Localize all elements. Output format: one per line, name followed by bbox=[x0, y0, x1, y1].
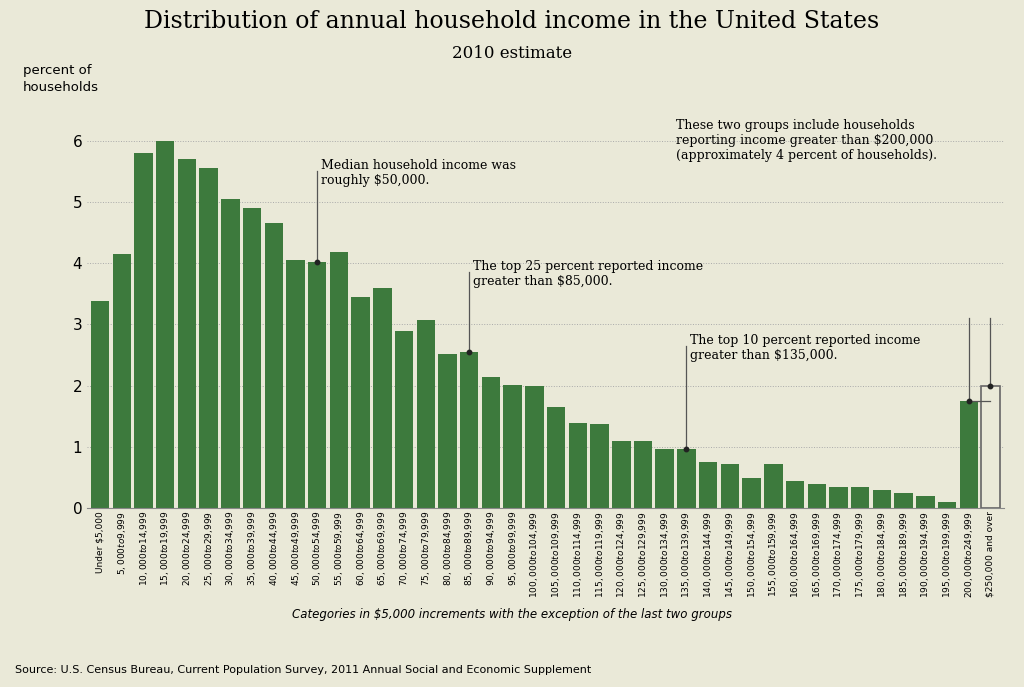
Bar bbox=[481, 376, 500, 508]
Bar bbox=[308, 262, 327, 508]
Bar bbox=[981, 386, 999, 508]
Bar bbox=[851, 487, 869, 508]
Text: Distribution of annual household income in the United States: Distribution of annual household income … bbox=[144, 10, 880, 33]
Bar bbox=[829, 487, 848, 508]
Text: These two groups include households
reporting income greater than $200,000
(appr: These two groups include households repo… bbox=[676, 119, 937, 162]
Bar bbox=[959, 401, 978, 508]
Text: The top 25 percent reported income
greater than $85,000.: The top 25 percent reported income great… bbox=[472, 260, 702, 288]
Bar bbox=[351, 297, 370, 508]
Bar bbox=[547, 407, 565, 508]
Bar bbox=[764, 464, 782, 508]
Bar bbox=[655, 449, 674, 508]
Text: 2010 estimate: 2010 estimate bbox=[452, 45, 572, 62]
Bar bbox=[525, 386, 544, 508]
Bar bbox=[721, 464, 739, 508]
Bar bbox=[894, 493, 912, 508]
Bar bbox=[677, 449, 695, 508]
Text: Source: U.S. Census Bureau, Current Population Survey, 2011 Annual Social and Ec: Source: U.S. Census Bureau, Current Popu… bbox=[15, 664, 592, 675]
Bar bbox=[264, 223, 283, 508]
Bar bbox=[568, 423, 587, 508]
Bar bbox=[287, 260, 305, 508]
Text: Categories in $5,000 increments with the exception of the last two groups: Categories in $5,000 increments with the… bbox=[292, 608, 732, 621]
Bar bbox=[156, 141, 174, 508]
Bar bbox=[134, 153, 153, 508]
Bar bbox=[699, 462, 718, 508]
Bar bbox=[395, 330, 414, 508]
Text: Median household income was
roughly $50,000.: Median household income was roughly $50,… bbox=[321, 159, 515, 187]
Bar bbox=[373, 288, 391, 508]
Bar bbox=[178, 159, 197, 508]
Bar bbox=[330, 252, 348, 508]
Bar bbox=[591, 424, 609, 508]
Bar bbox=[938, 502, 956, 508]
Bar bbox=[417, 320, 435, 508]
Bar bbox=[916, 496, 935, 508]
Bar bbox=[438, 354, 457, 508]
Bar bbox=[808, 484, 826, 508]
Text: percent of
households: percent of households bbox=[23, 64, 99, 94]
Bar bbox=[634, 441, 652, 508]
Bar bbox=[872, 490, 891, 508]
Bar bbox=[460, 352, 478, 508]
Bar bbox=[221, 199, 240, 508]
Bar bbox=[742, 477, 761, 508]
Text: The top 10 percent reported income
greater than $135,000.: The top 10 percent reported income great… bbox=[690, 334, 921, 361]
Bar bbox=[200, 168, 218, 508]
Bar bbox=[243, 208, 261, 508]
Bar bbox=[612, 441, 631, 508]
Bar bbox=[91, 301, 110, 508]
Bar bbox=[504, 385, 522, 508]
Bar bbox=[113, 254, 131, 508]
Bar bbox=[785, 481, 804, 508]
